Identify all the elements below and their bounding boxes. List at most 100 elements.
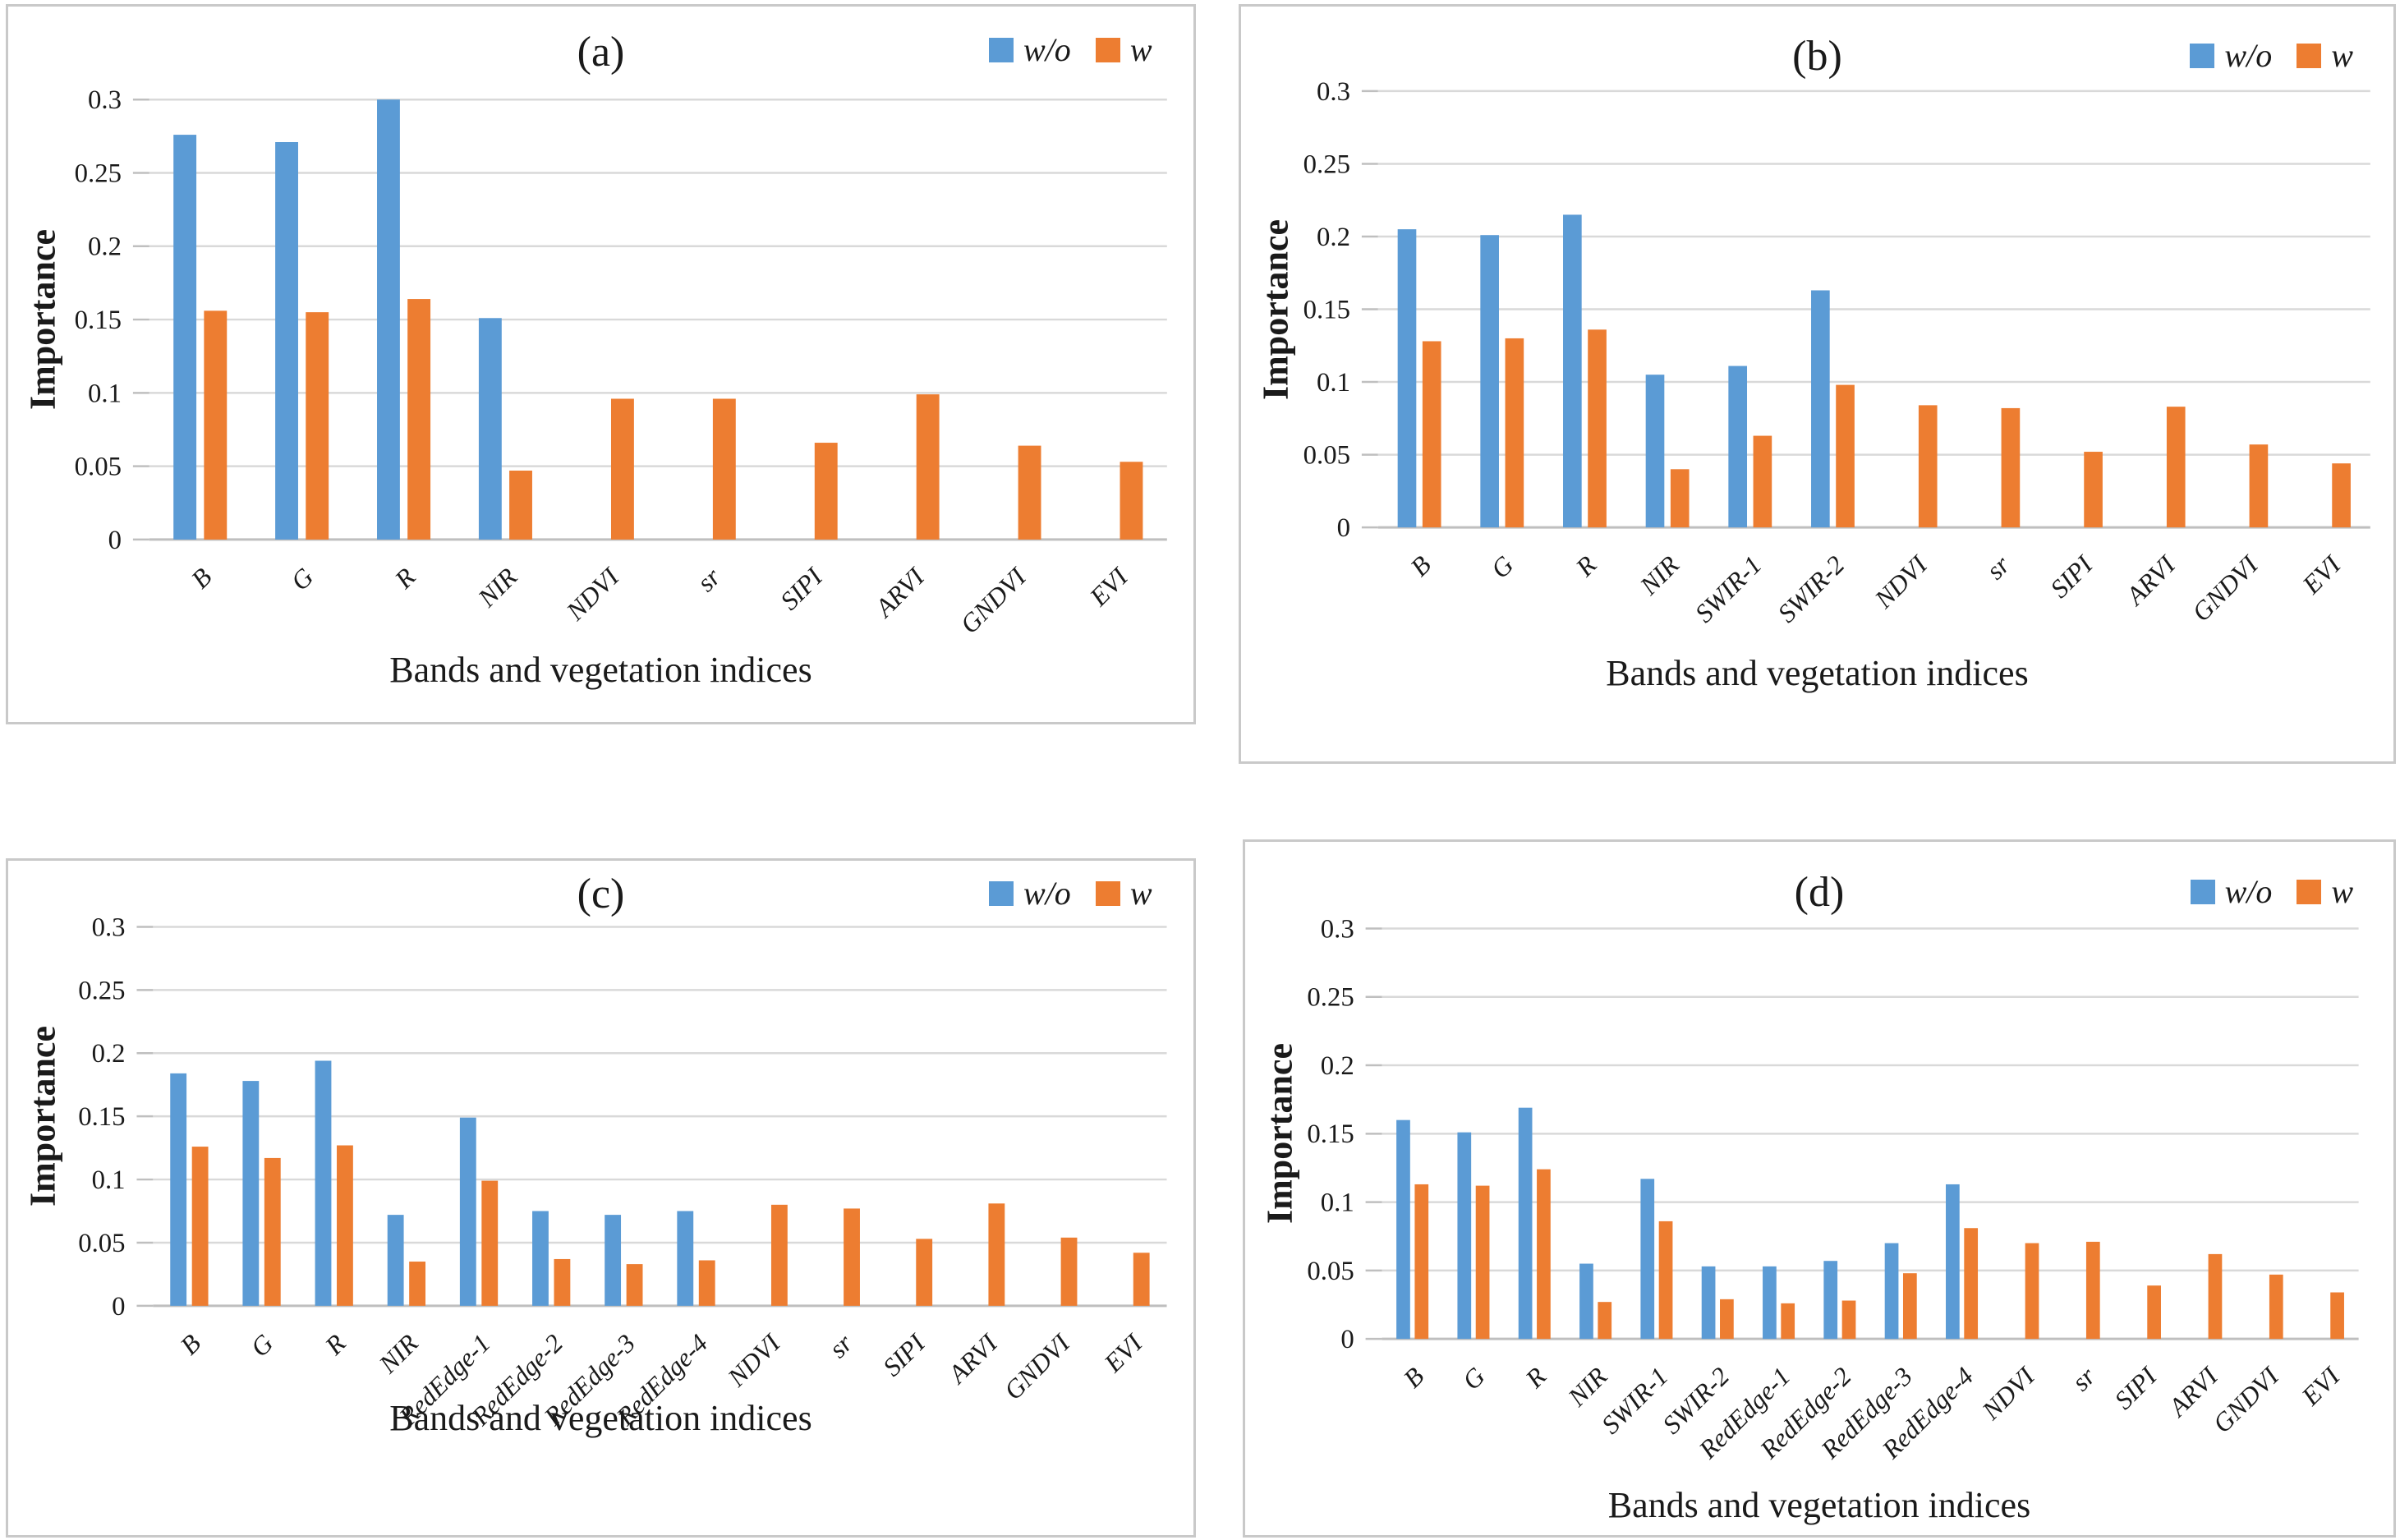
x-category-label: ARVI	[2120, 549, 2182, 611]
y-axis-title-a: Importance	[22, 229, 63, 411]
bar-w-RedEdge-2	[1841, 1300, 1856, 1340]
bar-w-NIR	[409, 1262, 426, 1306]
y-axis-title-b: Importance	[1255, 218, 1296, 400]
panel-title-a: (a)	[577, 29, 625, 76]
y-axis-title-d: Importance	[1259, 1043, 1300, 1225]
legend-b: w/o w	[2190, 39, 2353, 72]
bar-w-sr	[2001, 407, 2021, 528]
bar-w-SWIR-2	[1720, 1299, 1734, 1340]
legend-swatch-wo	[2190, 44, 2215, 69]
y-tick-label: 0.3	[1317, 77, 1350, 107]
bar-w-ARVI	[916, 394, 940, 540]
x-axis-title-c: Bands and vegetation indices	[389, 1397, 812, 1438]
y-tick-label: 0.3	[92, 913, 126, 942]
bar-wo-NIR	[387, 1215, 404, 1306]
x-category-label: sr	[823, 1328, 858, 1363]
x-category-label: SWIR-1	[1596, 1362, 1674, 1440]
bar-w-RedEdge-1	[481, 1180, 499, 1306]
bar-wo-B	[1396, 1119, 1410, 1340]
x-category-label: GNDVI	[954, 562, 1032, 639]
x-category-label: R	[319, 1329, 351, 1361]
plot-area-c: 00.050.10.150.20.250.3B G R NIRRedEdge-1Red…	[78, 913, 1167, 1432]
x-category-label: B	[186, 563, 217, 594]
bar-w-RedEdge-3	[1902, 1273, 1917, 1340]
x-category-label: SIPI	[2045, 549, 2099, 604]
y-tick-label: 0.15	[75, 306, 122, 335]
bar-w-ARVI	[2166, 407, 2186, 528]
bar-w-sr	[844, 1208, 860, 1306]
y-tick-label: 0.25	[75, 159, 122, 188]
y-tick-label: 0	[112, 1292, 125, 1322]
bar-w-GNDVI	[2249, 444, 2269, 528]
plot-area-b: 0 0.05 0.1 0.15 0.2 0.25 0.3 B G R NIR SWIR-1 SWIR-2…	[1303, 77, 2370, 628]
y-tick-label: 0.1	[92, 1165, 126, 1195]
bar-wo-NIR	[1645, 375, 1665, 528]
x-axis-title-a: Bands and vegetation indices	[389, 650, 812, 691]
y-tick-label: 0.25	[1303, 149, 1350, 179]
bar-w-EVI	[2330, 1292, 2344, 1340]
bar-w-GNDVI	[1018, 445, 1041, 540]
bar-w-SIPI	[814, 443, 838, 540]
bar-wo-SWIR-1	[1728, 365, 1748, 528]
bar-w-sr	[712, 398, 736, 540]
x-category-label: R	[389, 563, 421, 595]
bar-wo-B	[1397, 229, 1417, 528]
y-tick-label: 0.25	[1307, 983, 1354, 1013]
bar-w-sr	[2085, 1241, 2100, 1340]
x-category-label: NIR	[1562, 1362, 1613, 1413]
x-category-label: GNDVI	[2208, 1361, 2285, 1438]
x-category-label: NDVI	[560, 562, 625, 627]
x-category-label: G	[245, 1329, 278, 1363]
bar-wo-RedEdge-4	[677, 1211, 694, 1306]
y-tick-label: 0.3	[88, 85, 122, 115]
x-category-label: B	[175, 1329, 206, 1360]
x-category-label: EVI	[1083, 562, 1133, 612]
bar-w-NDVI	[2025, 1243, 2039, 1340]
bar-w-EVI	[1120, 462, 1143, 540]
y-tick-label: 0.15	[78, 1102, 125, 1132]
x-category-label: SIPI	[775, 562, 829, 616]
y-axis-title-c: Importance	[22, 1026, 63, 1207]
bar-wo-RedEdge-3	[605, 1215, 622, 1306]
plot-area-d: 00.050.10.150.20.250.3B G R NIRSWIR-1SWIR-2…	[1307, 914, 2359, 1464]
y-tick-label: 0.2	[92, 1039, 126, 1069]
x-axis-title-b: Bands and vegetation indices	[1606, 652, 2029, 693]
bar-w-NIR	[509, 470, 532, 540]
bar-w-G	[264, 1157, 281, 1306]
y-tick-label: 0.1	[88, 379, 122, 408]
x-category-label: sr	[2067, 1362, 2102, 1397]
bar-w-RedEdge-3	[626, 1264, 643, 1306]
bar-w-G	[306, 312, 329, 540]
bar-w-B	[191, 1147, 209, 1306]
bar-w-EVI	[2332, 463, 2351, 528]
legend-swatch-wo	[2190, 879, 2215, 904]
bar-wo-G	[242, 1081, 260, 1306]
bar-w-SIPI	[2147, 1285, 2161, 1340]
x-category-label: NIR	[373, 1329, 424, 1380]
bar-wo-RedEdge-2	[1823, 1261, 1838, 1340]
y-tick-label: 0.2	[1317, 223, 1350, 252]
bar-wo-R	[1518, 1107, 1533, 1340]
bar-wo-B	[170, 1073, 187, 1306]
bar-w-EVI	[1133, 1253, 1150, 1306]
bar-w-NIR	[1598, 1302, 1612, 1340]
bar-wo-R	[377, 99, 400, 540]
legend-label-w: w	[2331, 872, 2354, 910]
y-tick-label: 0.2	[88, 232, 122, 262]
y-tick-label: 0.05	[1303, 441, 1350, 471]
x-category-label: EVI	[2296, 1361, 2346, 1411]
bar-wo-RedEdge-4	[1946, 1184, 1960, 1340]
legend-label-wo: w/o	[1023, 874, 1071, 912]
bar-w-RedEdge-1	[1781, 1303, 1795, 1340]
legend-swatch-w	[2297, 44, 2322, 69]
panel-title-d: (d)	[1794, 869, 1845, 917]
bar-w-RedEdge-2	[554, 1258, 571, 1306]
y-tick-label: 0.15	[1303, 295, 1350, 324]
x-category-label: R	[1570, 550, 1602, 582]
bar-w-RedEdge-4	[698, 1260, 715, 1306]
bar-w-ARVI	[988, 1203, 1005, 1306]
x-category-label: EVI	[1098, 1328, 1148, 1378]
bar-wo-RedEdge-1	[459, 1117, 476, 1306]
bar-wo-G	[1480, 235, 1499, 528]
legend-label-wo: w/o	[1023, 31, 1071, 69]
